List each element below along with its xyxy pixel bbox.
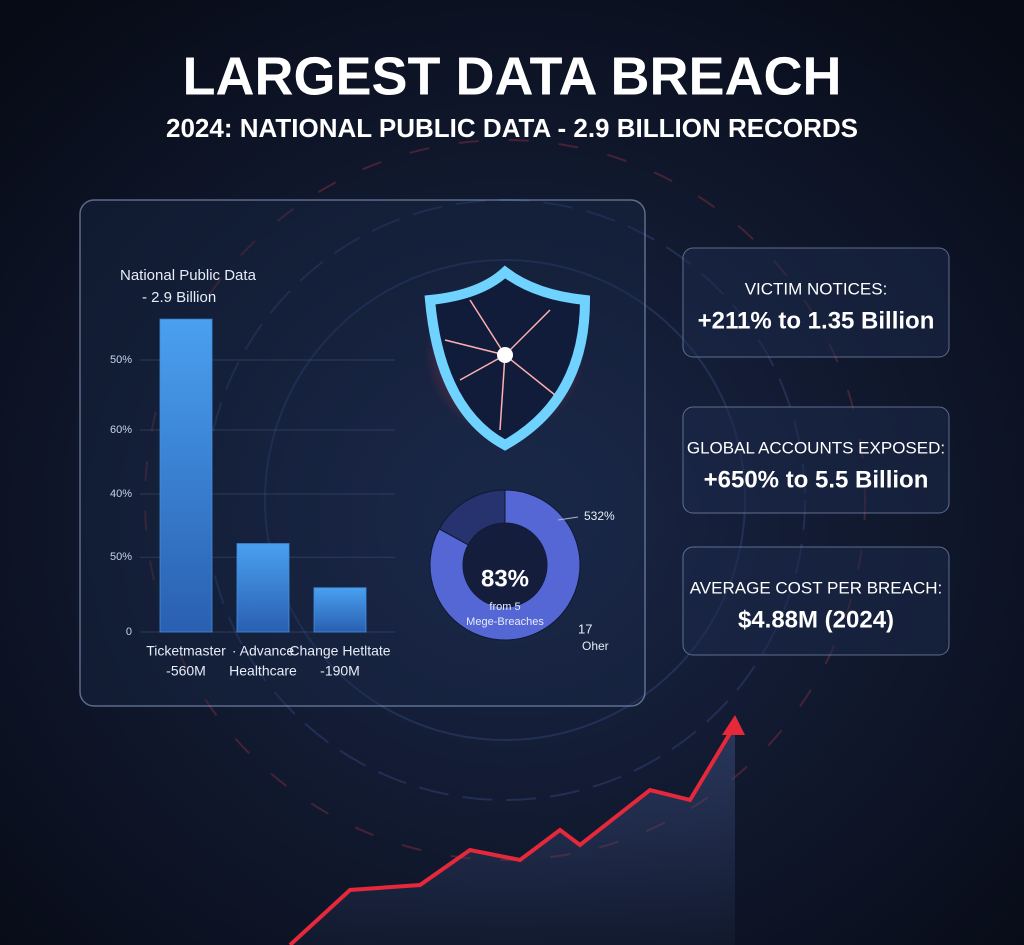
y-tick-label: 0	[126, 626, 132, 638]
card-value: +650% to 5.5 Billion	[704, 466, 929, 493]
card-value: +211% to 1.35 Billion	[698, 307, 935, 334]
x-tick-label: · Advance	[232, 643, 294, 659]
annotation: - 2.9 Billion	[142, 289, 216, 306]
bar	[236, 543, 290, 633]
x-tick-label: -560M	[166, 663, 206, 679]
y-tick-label: 60%	[110, 424, 132, 436]
trend-arrow	[722, 715, 745, 735]
bar	[159, 318, 213, 633]
x-tick-label: Change Hetltate	[289, 643, 390, 659]
stat-card	[682, 406, 950, 514]
card-value: $4.88M (2024)	[738, 606, 894, 633]
x-tick-label: -190M	[320, 663, 360, 679]
segment-label: from 5	[489, 601, 520, 613]
cards: VICTIM NOTICES: +211% to 1.35 Billion GLOB…	[682, 247, 950, 656]
card-label: AVERAGE COST PER BREACH:	[690, 578, 943, 597]
trend-line	[288, 723, 737, 945]
stat-card	[682, 546, 950, 656]
value-label: 17	[578, 621, 592, 636]
card-label: GLOBAL ACCOUNTS EXPOSED:	[687, 438, 945, 457]
segment-label: Oher	[582, 639, 609, 653]
title: LARGEST DATA BREACH	[183, 46, 842, 106]
leader-line	[557, 516, 579, 521]
x-tick-label: Healthcare	[229, 663, 297, 679]
y-tick-label: 50%	[110, 354, 132, 366]
shield-icon	[424, 265, 591, 451]
value-label: 83%	[481, 565, 529, 592]
x-tick-label: Ticketmaster	[146, 643, 226, 659]
donut-hole	[463, 523, 547, 607]
annotation: 532%	[584, 509, 615, 523]
stat-card	[682, 247, 950, 358]
segment-label: Mege-Breaches	[466, 616, 544, 628]
card-label: VICTIM NOTICES:	[745, 279, 888, 298]
y-tick-label: 40%	[110, 488, 132, 500]
bar	[313, 587, 367, 633]
y-tick-label: 50%	[110, 551, 132, 563]
subtitle: 2024: NATIONAL PUBLIC DATA - 2.9 BILLION…	[166, 113, 858, 143]
trend-area	[290, 725, 735, 945]
annotation: National Public Data	[120, 267, 257, 284]
